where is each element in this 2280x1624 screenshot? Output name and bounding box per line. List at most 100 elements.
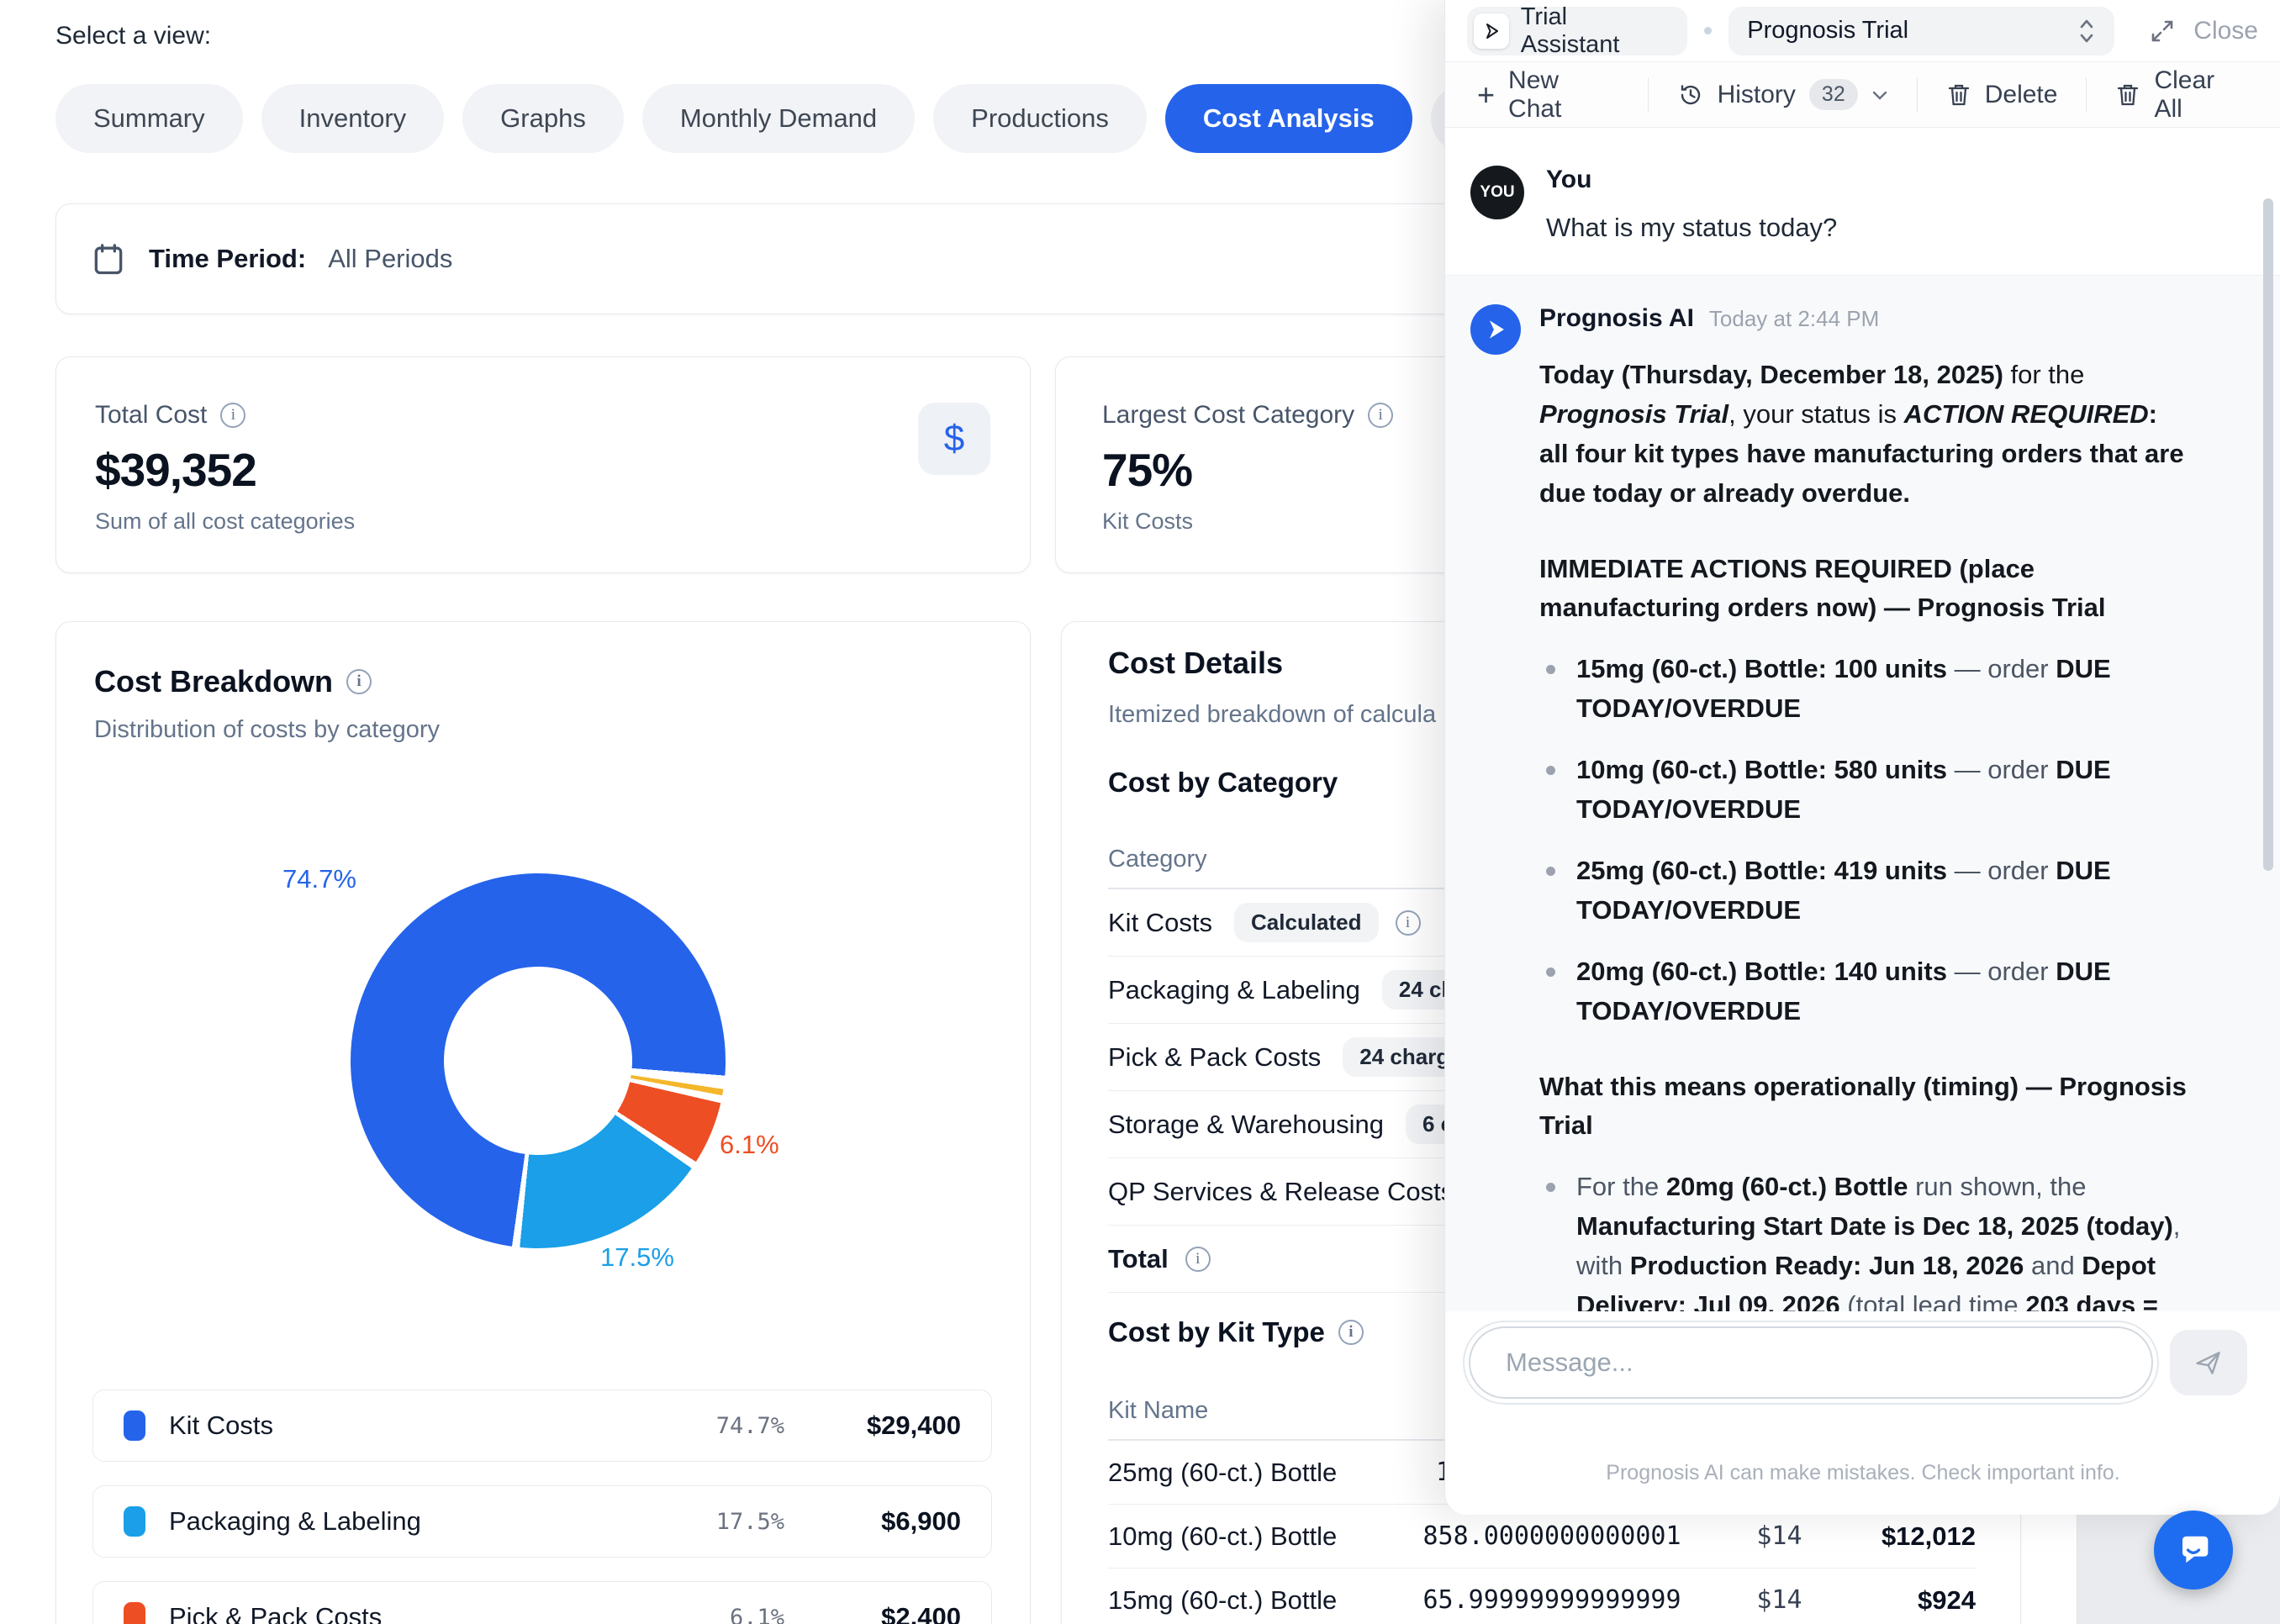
ai-paragraph: Today (Thursday, December 18, 2025) for …: [1539, 360, 2184, 508]
select-stepper-icon: [2077, 17, 2096, 45]
message-input[interactable]: [1463, 1321, 2159, 1405]
close-button[interactable]: Close: [2193, 16, 2258, 45]
tab-inventory[interactable]: Inventory: [261, 84, 445, 153]
cost-breakdown-legend: Kit Costs 74.7% $29,400 Packaging & Labelin…: [92, 1389, 992, 1624]
chat-message-list[interactable]: YOU You What is my status today? Prognos…: [1445, 129, 2280, 1311]
history-label: History: [1717, 80, 1796, 108]
divider: [1916, 76, 1918, 113]
legend-color-chip: [124, 1506, 145, 1537]
time-period-value[interactable]: All Periods: [328, 244, 453, 273]
history-icon: [1677, 82, 1704, 108]
info-icon[interactable]: i: [1185, 1246, 1211, 1272]
table-row[interactable]: Packaging & Labeling 24 ch: [1108, 957, 1976, 1024]
category-name: Total: [1108, 1243, 1169, 1273]
donut-slice-label: 17.5%: [600, 1242, 674, 1272]
table-row[interactable]: 10mg (60-ct.) Bottle 858.0000000000001 $14…: [1108, 1505, 1976, 1569]
new-chat-button[interactable]: + New Chat: [1477, 66, 1619, 124]
trash-icon: [2115, 82, 2140, 108]
chat-scrollbar[interactable]: [2263, 198, 2273, 871]
tab-graphs[interactable]: Graphs: [462, 84, 624, 153]
support-chat-button[interactable]: [2154, 1511, 2233, 1590]
divider: [1647, 76, 1649, 113]
total-cost-title: Total Cost: [95, 401, 208, 429]
clear-all-button[interactable]: Clear All: [2115, 66, 2248, 124]
largest-category-subtitle: Kit Costs: [1102, 509, 1194, 534]
legend-item[interactable]: Kit Costs 74.7% $29,400: [92, 1389, 992, 1462]
ai-bullet-item: 25mg (60-ct.) Bottle: 419 units — order …: [1539, 851, 2188, 930]
legend-amount: $2,400: [881, 1602, 961, 1624]
category-column-header: Category: [1108, 845, 1207, 873]
info-icon[interactable]: i: [1368, 403, 1394, 428]
table-row[interactable]: 15mg (60-ct.) Bottle 65.99999999999999 $14…: [1108, 1569, 1976, 1624]
ai-message-body: Today (Thursday, December 18, 2025) for …: [1539, 355, 2188, 1311]
legend-amount: $29,400: [866, 1410, 961, 1440]
user-avatar: YOU: [1470, 166, 1524, 219]
cost-details-subtitle: Itemized breakdown of calcula: [1108, 701, 1437, 728]
trial-assistant-chip[interactable]: Trial Assistant: [1467, 3, 1688, 58]
expand-icon[interactable]: [2148, 17, 2177, 45]
new-chat-label: New Chat: [1508, 66, 1562, 123]
category-badge: Calculated: [1234, 903, 1379, 942]
legend-item[interactable]: Packaging & Labeling 17.5% $6,900: [92, 1485, 992, 1558]
trial-assistant-panel: Trial Assistant Prognosis Trial: [1444, 0, 2280, 1515]
select-view-label: Select a view:: [55, 22, 212, 50]
tab-productions[interactable]: Productions: [933, 84, 1147, 153]
info-icon[interactable]: i: [1338, 1320, 1364, 1345]
category-name: Pick & Pack Costs: [1108, 1041, 1322, 1072]
ai-message: Prognosis AI Today at 2:44 PM Today (Thu…: [1445, 275, 2280, 1311]
ai-bullet-item: 20mg (60-ct.) Bottle: 140 units — order …: [1539, 952, 2188, 1031]
legend-name: Kit Costs: [169, 1410, 274, 1440]
dot-separator: [1704, 27, 1713, 34]
cost-by-kit-type-heading: Cost by Kit Type: [1108, 1316, 1325, 1347]
cost-breakdown-subtitle: Distribution of costs by category: [94, 716, 441, 743]
user-name: You: [1546, 166, 1592, 193]
delete-button[interactable]: Delete: [1946, 80, 2058, 109]
prognosis-ai-avatar: [1470, 304, 1521, 355]
trial-assistant-label: Trial Assistant: [1520, 3, 1620, 58]
kit-name: 15mg (60-ct.) Bottle: [1108, 1584, 1338, 1615]
user-message-text: What is my status today?: [1546, 213, 1838, 242]
delete-label: Delete: [1984, 80, 2058, 108]
ai-bullet-item: For the 20mg (60-ct.) Bottle run shown, …: [1539, 1167, 2188, 1311]
tab-cost-analysis[interactable]: Cost Analysis: [1164, 84, 1412, 153]
category-name: QP Services & Release Costs: [1108, 1176, 1454, 1206]
info-icon[interactable]: i: [220, 403, 246, 428]
ai-disclaimer: Prognosis AI can make mistakes. Check im…: [1606, 1461, 2120, 1484]
prognosis-logo-icon: [1474, 13, 1509, 49]
kit-name: 25mg (60-ct.) Bottle: [1108, 1457, 1338, 1487]
cost-by-category-table: Category Kit Costs Calculated i Packaging &…: [1108, 830, 1976, 1293]
trial-select-dropdown[interactable]: Prognosis Trial: [1728, 6, 2115, 55]
cost-breakdown-donut-chart[interactable]: [351, 873, 726, 1248]
legend-item[interactable]: Pick & Pack Costs 6.1% $2,400: [92, 1581, 992, 1624]
tab-summary[interactable]: Summary: [55, 84, 243, 153]
info-icon[interactable]: i: [1395, 910, 1421, 936]
info-icon[interactable]: i: [346, 669, 372, 694]
cost-breakdown-title: Cost Breakdown: [94, 664, 334, 699]
legend-name: Pick & Pack Costs: [169, 1602, 383, 1624]
donut-slice-label: 74.7%: [282, 864, 356, 894]
user-message: YOU You What is my status today?: [1445, 129, 2280, 275]
legend-amount: $6,900: [881, 1506, 961, 1536]
chat-bubble-icon: [2172, 1528, 2215, 1572]
ai-section-heading: What this means operationally (timing) —…: [1539, 1072, 2187, 1140]
ai-name: Prognosis AI: [1539, 304, 1694, 332]
legend-color-chip: [124, 1602, 145, 1624]
calendar-icon: [90, 240, 127, 277]
kit-unit-cost: $14: [1756, 1585, 1802, 1615]
chat-input-bar: Prognosis AI can make mistakes. Check im…: [1445, 1311, 2280, 1515]
ai-bullet-item: 10mg (60-ct.) Bottle: 580 units — order …: [1539, 750, 2188, 829]
largest-category-title: Largest Cost Category: [1102, 401, 1355, 429]
legend-percent: 6.1%: [729, 1604, 784, 1624]
send-button[interactable]: [2170, 1330, 2247, 1395]
tab-monthly-demand[interactable]: Monthly Demand: [641, 84, 916, 153]
legend-percent: 17.5%: [715, 1508, 784, 1535]
ai-section-heading: IMMEDIATE ACTIONS REQUIRED (place manufa…: [1539, 554, 2106, 622]
plus-icon: +: [1477, 76, 1496, 112]
ai-bullet-item: 15mg (60-ct.) Bottle: 100 units — order …: [1539, 649, 2188, 728]
kit-name: 10mg (60-ct.) Bottle: [1108, 1521, 1338, 1551]
history-button[interactable]: History 32: [1677, 79, 1888, 110]
kit-quantity: 858.0000000000001: [1422, 1521, 1681, 1551]
legend-color-chip: [124, 1410, 145, 1441]
chat-toolbar: + New Chat History 32: [1445, 62, 2280, 128]
